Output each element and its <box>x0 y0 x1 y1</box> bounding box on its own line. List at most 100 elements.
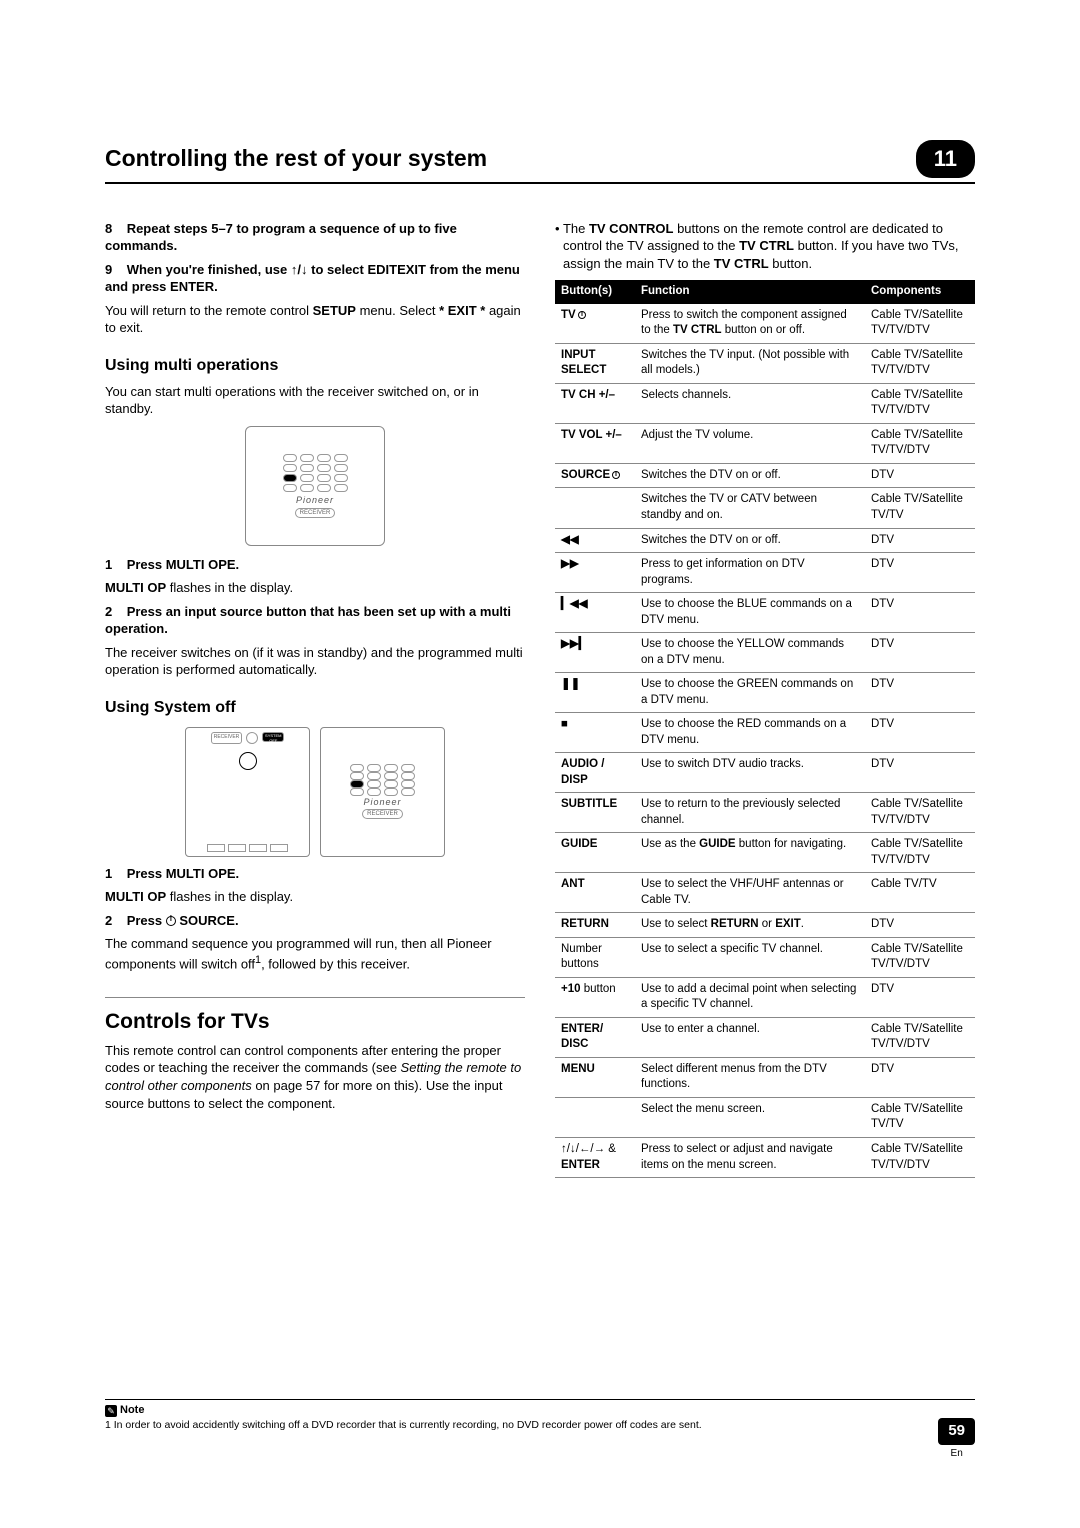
cell-components: Cable TV/Satellite TV/TV/DTV <box>865 1137 975 1177</box>
power-icon <box>578 311 586 319</box>
cell-button: ▎◀◀ <box>555 593 635 633</box>
cell-components: DTV <box>865 593 975 633</box>
step-num: 8 <box>105 221 112 236</box>
multi-step-2: 2 Press an input source button that has … <box>105 603 525 638</box>
cell-components: DTV <box>865 913 975 938</box>
cell-button: TV <box>555 304 635 344</box>
footnote: ✎Note 1 In order to avoid accidently swi… <box>105 1403 702 1432</box>
cell-button: ENTER/ DISC <box>555 1017 635 1057</box>
t: , followed by this receiver. <box>261 956 410 971</box>
cell-components: DTV <box>865 463 975 488</box>
power-icon <box>612 471 620 479</box>
step-num: 1 <box>105 866 112 881</box>
step-text-a: Press <box>127 913 166 928</box>
body-text: This remote control can control componen… <box>105 1042 525 1112</box>
t: * EXIT * <box>439 303 485 318</box>
remote-illustration: Pioneer RECEIVER <box>245 426 385 546</box>
body-text: MULTI OP flashes in the display. <box>105 579 525 597</box>
cell-components: Cable TV/Satellite TV/TV/DTV <box>865 343 975 383</box>
cell-components: DTV <box>865 553 975 593</box>
table-row: ■Use to choose the RED commands on a DTV… <box>555 713 975 753</box>
cell-components: Cable TV/Satellite TV/TV/DTV <box>865 304 975 344</box>
table-row: TV VOL +/–Adjust the TV volume.Cable TV/… <box>555 423 975 463</box>
table-row: AUDIO / DISPUse to switch DTV audio trac… <box>555 753 975 793</box>
cell-button: ◀◀ <box>555 528 635 553</box>
cell-function: Use to add a decimal point when selectin… <box>635 977 865 1017</box>
cell-function: Use to switch DTV audio tracks. <box>635 753 865 793</box>
t: menu. Select <box>356 303 439 318</box>
footer-rule <box>105 1399 975 1400</box>
cell-function: Press to select or adjust and navigate i… <box>635 1137 865 1177</box>
cell-function: Press to get information on DTV programs… <box>635 553 865 593</box>
page-lang: En <box>938 1447 975 1461</box>
cell-function: Use to return to the previously selected… <box>635 793 865 833</box>
table-row: +10 buttonUse to add a decimal point whe… <box>555 977 975 1017</box>
cell-button: INPUT SELECT <box>555 343 635 383</box>
step-text: Repeat steps 5–7 to program a sequence o… <box>105 221 457 254</box>
cell-button: AUDIO / DISP <box>555 753 635 793</box>
cell-components: Cable TV/Satellite TV/TV/DTV <box>865 833 975 873</box>
intro-text: • The TV CONTROL buttons on the remote c… <box>555 220 975 273</box>
cell-function: Use to enter a channel. <box>635 1017 865 1057</box>
cell-button: SUBTITLE <box>555 793 635 833</box>
note-icon: ✎ <box>105 1405 117 1417</box>
table-row: Number buttonsUse to select a specific T… <box>555 937 975 977</box>
body-text: You will return to the remote control SE… <box>105 302 525 337</box>
note-label: Note <box>120 1404 144 1416</box>
table-row: ▶▶▎Use to choose the YELLOW commands on … <box>555 633 975 673</box>
cell-function: Switches the TV or CATV between standby … <box>635 488 865 528</box>
cell-button: RETURN <box>555 913 635 938</box>
cell-function: Switches the TV input. (Not possible wit… <box>635 343 865 383</box>
cell-button <box>555 1097 635 1137</box>
cell-components: Cable TV/Satellite TV/TV <box>865 488 975 528</box>
cell-function: Use to choose the BLUE commands on a DTV… <box>635 593 865 633</box>
cell-function: Switches the DTV on or off. <box>635 528 865 553</box>
table-row: RETURNUse to select RETURN or EXIT.DTV <box>555 913 975 938</box>
body-text: The command sequence you programmed will… <box>105 935 525 972</box>
left-column: 8 Repeat steps 5–7 to program a sequence… <box>105 220 525 1178</box>
cell-function: Selects channels. <box>635 383 865 423</box>
cell-button: ▶▶ <box>555 553 635 593</box>
table-row: ENTER/ DISCUse to enter a channel.Cable … <box>555 1017 975 1057</box>
step-8: 8 Repeat steps 5–7 to program a sequence… <box>105 220 525 255</box>
table-row: TV CH +/–Selects channels.Cable TV/Satel… <box>555 383 975 423</box>
cell-function: Use as the GUIDE button for navigating. <box>635 833 865 873</box>
table-row: ◀◀Switches the DTV on or off.DTV <box>555 528 975 553</box>
cell-function: Use to select RETURN or EXIT. <box>635 913 865 938</box>
cell-button: GUIDE <box>555 833 635 873</box>
step-num: 2 <box>105 604 112 619</box>
cell-function: Select the menu screen. <box>635 1097 865 1137</box>
body-text: The receiver switches on (if it was in s… <box>105 644 525 679</box>
t: You will return to the remote control <box>105 303 313 318</box>
cell-components: DTV <box>865 673 975 713</box>
cell-components: Cable TV/TV <box>865 873 975 913</box>
cell-function: Use to select the VHF/UHF antennas or Ca… <box>635 873 865 913</box>
cell-button: MENU <box>555 1057 635 1097</box>
step-text: Press an input source button that has be… <box>105 604 511 637</box>
cell-components: Cable TV/Satellite TV/TV <box>865 1097 975 1137</box>
arrow-icons: ↑/↓ <box>291 262 308 277</box>
cell-components: DTV <box>865 633 975 673</box>
t: flashes in the display. <box>166 889 293 904</box>
step-text-b: SOURCE. <box>179 913 238 928</box>
th-components: Components <box>865 280 975 304</box>
table-row: ↑/↓/←/→ & ENTERPress to select or adjust… <box>555 1137 975 1177</box>
table-row: ❚❚Use to choose the GREEN commands on a … <box>555 673 975 713</box>
h-controls-for-tvs: Controls for TVs <box>105 997 525 1036</box>
cell-function: Switches the DTV on or off. <box>635 463 865 488</box>
step-num: 2 <box>105 913 112 928</box>
cell-components: DTV <box>865 528 975 553</box>
cell-button: ↑/↓/←/→ & ENTER <box>555 1137 635 1177</box>
cell-components: Cable TV/Satellite TV/TV/DTV <box>865 383 975 423</box>
t: TV CTRL <box>739 238 794 253</box>
multi-step-1: 1 Press MULTI OPE. <box>105 556 525 574</box>
sysoff-step-2: 2 Press SOURCE. <box>105 912 525 930</box>
th-buttons: Button(s) <box>555 280 635 304</box>
cell-function: Use to choose the GREEN commands on a DT… <box>635 673 865 713</box>
cell-function: Use to select a specific TV channel. <box>635 937 865 977</box>
cell-function: Use to choose the RED commands on a DTV … <box>635 713 865 753</box>
step-num: 1 <box>105 557 112 572</box>
right-column: • The TV CONTROL buttons on the remote c… <box>555 220 975 1178</box>
sysoff-step-1: 1 Press MULTI OPE. <box>105 865 525 883</box>
header-bar: Controlling the rest of your system 11 <box>105 140 975 184</box>
